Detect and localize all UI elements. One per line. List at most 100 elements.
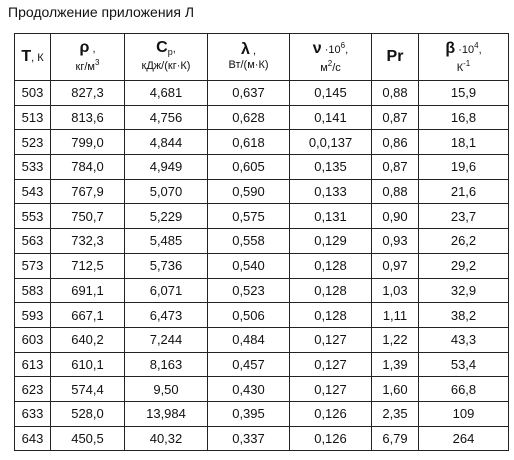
table-cell: 0,129 [289,228,372,254]
table-cell: 4,844 [124,129,208,156]
table-cell: 264 [418,425,509,452]
table-cell: 5,070 [124,178,208,205]
table-cell: 0,395 [207,400,290,427]
table-row: 623 574,4 9,50 0,430 0,127 1,60 66,8 [14,376,509,402]
table-row: 583 691,1 6,071 0,523 0,128 1,03 32,9 [14,277,509,304]
table-cell: 0,628 [207,104,290,131]
table-cell: 0,558 [207,228,290,254]
table-cell: 13,984 [124,400,208,427]
table-cell: 5,485 [124,228,208,254]
superscript: 4 [474,41,479,50]
data-table: T, К ρ , кг/м3 Cp, кДж/(кг·К) λ , Вт/(м·К) … [14,33,509,452]
symbol: C [156,39,168,56]
table-row: 593 667,1 6,473 0,506 0,128 1,11 38,2 [14,302,509,328]
table-row: 573 712,5 5,736 0,540 0,128 0,97 29,2 [14,252,509,279]
table-cell: 43,3 [418,326,509,353]
table-cell: 1,60 [371,376,419,402]
text: , [89,42,96,55]
table-cell: 0,126 [289,400,372,427]
text: , [172,43,176,55]
unit: , К [31,51,44,64]
header-cell: λ , Вт/(м·К) [207,33,290,81]
table-cell: 528,0 [50,400,125,427]
table-row: 553 750,7 5,229 0,575 0,131 0,90 23,7 [14,203,509,230]
table-cell: 784,0 [50,154,125,180]
table-cell: 450,5 [50,425,125,452]
symbol: ν [312,40,322,57]
table-cell: 513 [14,104,51,131]
table-row: 633 528,0 13,984 0,395 0,126 2,35 109 [14,400,509,427]
table-row: 543 767,9 5,070 0,590 0,133 0,88 21,6 [14,178,509,205]
table-cell: 15,9 [418,80,509,106]
table-cell: 0,135 [289,154,372,180]
header-cell: ρ , кг/м3 [50,33,125,81]
text: ·10 [321,44,341,56]
superscript: -1 [463,59,471,68]
table-cell: 0,93 [371,228,419,254]
table-cell: 0,127 [289,326,372,353]
table-cell: 0,540 [207,252,290,279]
table-cell: 0,128 [289,302,372,328]
table-cell: 0,506 [207,302,290,328]
table-cell: 0,86 [371,129,419,156]
symbol: β [445,40,456,57]
table-cell: 0,97 [371,252,419,279]
table-cell: 7,244 [124,326,208,353]
table-cell: 799,0 [50,129,125,156]
table-cell: 0,430 [207,376,290,402]
table-cell: 0,126 [289,425,372,452]
symbol: T [21,47,32,65]
unit: /с [332,62,341,74]
table-cell: 503 [14,80,51,106]
table-cell: 18,1 [418,129,509,156]
table-cell: 633 [14,400,51,427]
table-cell: 5,736 [124,252,208,279]
table-cell: 0,133 [289,178,372,205]
table-cell: 0,145 [289,80,372,106]
table-cell: 750,7 [50,203,125,230]
table-cell: 0,618 [207,129,290,156]
table-cell: 593 [14,302,51,328]
superscript: 6 [340,41,346,50]
table-cell: 6,473 [124,302,208,328]
unit: кг/м [75,60,95,73]
table-cell: 563 [14,228,51,254]
header-cell: Pr [371,33,419,81]
table-cell: 0,87 [371,154,419,180]
table-row: 613 610,1 8,163 0,457 0,127 1,39 53,4 [14,351,509,378]
table-cell: 16,8 [418,104,509,131]
table-cell: 643 [14,425,51,452]
table-cell: 0,127 [289,351,372,378]
table-cell: 691,1 [50,277,125,304]
table-cell: 767,9 [50,178,125,205]
table-cell: 0,141 [289,104,372,131]
table-cell: 712,5 [50,252,125,279]
table-cell: 0,88 [371,178,419,205]
table-cell: 0,590 [207,178,290,205]
table-cell: 623 [14,376,51,402]
unit: кДж/(кг·К) [141,60,191,72]
unit: Вт/(м·К) [228,58,269,71]
table-cell: 0,575 [207,203,290,230]
table-cell: 8,163 [124,351,208,378]
symbol: Pr [386,47,404,65]
table-row: 513 813,6 4,756 0,628 0,141 0,87 16,8 [14,104,509,131]
table-cell: 640,2 [50,326,125,353]
table-cell: 543 [14,178,51,205]
table-row: 603 640,2 7,244 0,484 0,127 1,22 43,3 [14,326,509,353]
table-row: 533 784,0 4,949 0,605 0,135 0,87 19,6 [14,154,509,180]
table-cell: 32,9 [418,277,509,304]
table-cell: 0,637 [207,80,290,106]
table-cell: 29,2 [418,252,509,279]
table-cell: 0,605 [207,154,290,180]
table-cell: 0,127 [289,376,372,402]
table-cell: 523 [14,129,51,156]
table-cell: 1,03 [371,277,419,304]
table-cell: 610,1 [50,351,125,378]
table-cell: 603 [14,326,51,353]
table-row: 503 827,3 4,681 0,637 0,145 0,88 15,9 [14,80,509,106]
table-cell: 0,88 [371,80,419,106]
table-cell: 1,11 [371,302,419,328]
table-cell: 0,337 [207,425,290,452]
